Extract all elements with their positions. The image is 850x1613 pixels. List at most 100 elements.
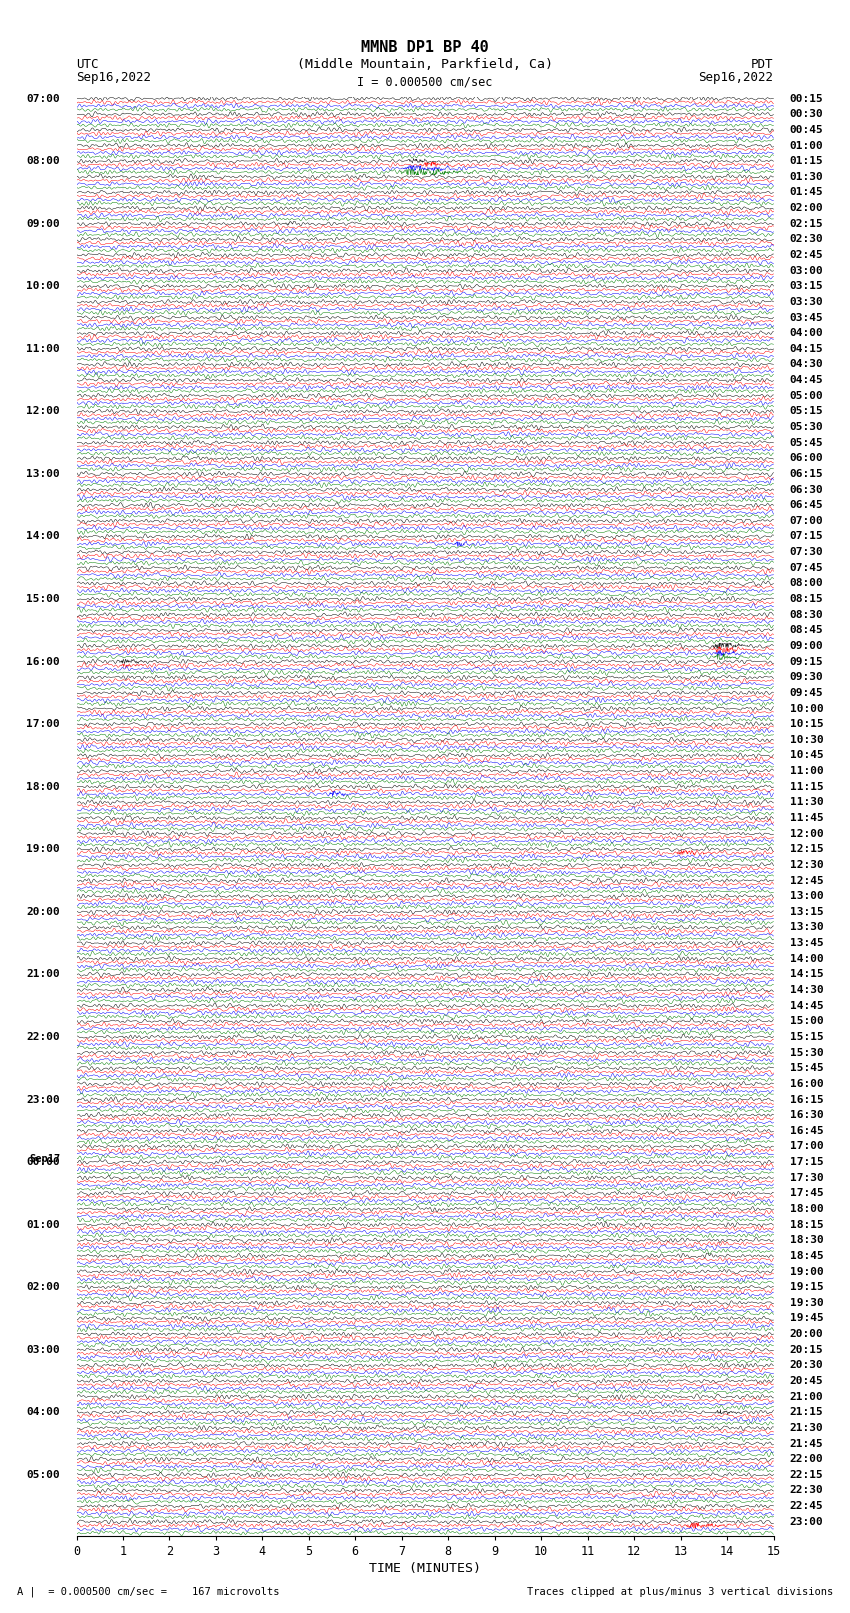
- Text: 12:15: 12:15: [790, 844, 824, 855]
- Text: 11:30: 11:30: [790, 797, 824, 808]
- Text: 06:45: 06:45: [790, 500, 824, 510]
- Text: A |  = 0.000500 cm/sec =    167 microvolts: A | = 0.000500 cm/sec = 167 microvolts: [17, 1586, 280, 1597]
- Text: 05:00: 05:00: [26, 1469, 60, 1479]
- Text: 01:30: 01:30: [790, 173, 824, 182]
- Text: 09:00: 09:00: [26, 219, 60, 229]
- Text: 18:45: 18:45: [790, 1252, 824, 1261]
- Text: 06:30: 06:30: [790, 484, 824, 495]
- Text: 17:00: 17:00: [790, 1142, 824, 1152]
- Text: Sep17: Sep17: [29, 1155, 60, 1165]
- Text: 03:15: 03:15: [790, 281, 824, 292]
- Text: 19:30: 19:30: [790, 1298, 824, 1308]
- Text: 16:30: 16:30: [790, 1110, 824, 1119]
- Text: 08:15: 08:15: [790, 594, 824, 603]
- Text: 00:15: 00:15: [790, 94, 824, 103]
- Text: 05:30: 05:30: [790, 423, 824, 432]
- Text: 13:30: 13:30: [790, 923, 824, 932]
- Text: 11:00: 11:00: [790, 766, 824, 776]
- Text: 11:45: 11:45: [790, 813, 824, 823]
- Text: 10:30: 10:30: [790, 736, 824, 745]
- Text: 02:45: 02:45: [790, 250, 824, 260]
- Text: 04:30: 04:30: [790, 360, 824, 369]
- Text: 03:45: 03:45: [790, 313, 824, 323]
- Text: 07:15: 07:15: [790, 532, 824, 542]
- Text: 09:45: 09:45: [790, 687, 824, 698]
- Text: (Middle Mountain, Parkfield, Ca): (Middle Mountain, Parkfield, Ca): [297, 58, 553, 71]
- Text: 19:45: 19:45: [790, 1313, 824, 1323]
- Text: 22:45: 22:45: [790, 1502, 824, 1511]
- Text: 09:15: 09:15: [790, 656, 824, 666]
- Text: 00:45: 00:45: [790, 124, 824, 135]
- Text: 07:30: 07:30: [790, 547, 824, 556]
- Text: 18:00: 18:00: [790, 1203, 824, 1215]
- Text: 03:00: 03:00: [26, 1345, 60, 1355]
- Text: 19:15: 19:15: [790, 1282, 824, 1292]
- Text: 02:15: 02:15: [790, 219, 824, 229]
- Text: 10:00: 10:00: [26, 281, 60, 292]
- Text: 20:00: 20:00: [26, 907, 60, 916]
- Text: 10:15: 10:15: [790, 719, 824, 729]
- Text: 22:30: 22:30: [790, 1486, 824, 1495]
- Text: 01:45: 01:45: [790, 187, 824, 197]
- Text: 08:00: 08:00: [26, 156, 60, 166]
- Text: MMNB DP1 BP 40: MMNB DP1 BP 40: [361, 40, 489, 55]
- Text: 13:15: 13:15: [790, 907, 824, 916]
- Text: 07:45: 07:45: [790, 563, 824, 573]
- Text: 09:00: 09:00: [790, 640, 824, 652]
- Text: 14:45: 14:45: [790, 1000, 824, 1011]
- Text: 15:00: 15:00: [26, 594, 60, 603]
- Text: 13:45: 13:45: [790, 939, 824, 948]
- Text: 00:30: 00:30: [790, 110, 824, 119]
- Text: 10:45: 10:45: [790, 750, 824, 760]
- Text: 15:45: 15:45: [790, 1063, 824, 1073]
- Text: 16:00: 16:00: [26, 656, 60, 666]
- Text: 14:00: 14:00: [26, 532, 60, 542]
- Text: 21:45: 21:45: [790, 1439, 824, 1448]
- Text: 16:15: 16:15: [790, 1095, 824, 1105]
- Text: 17:30: 17:30: [790, 1173, 824, 1182]
- Text: 21:00: 21:00: [26, 969, 60, 979]
- Text: 23:00: 23:00: [790, 1516, 824, 1528]
- Text: 12:45: 12:45: [790, 876, 824, 886]
- Text: 05:15: 05:15: [790, 406, 824, 416]
- Text: 13:00: 13:00: [26, 469, 60, 479]
- Text: 21:30: 21:30: [790, 1423, 824, 1432]
- Text: 19:00: 19:00: [26, 844, 60, 855]
- Text: 05:45: 05:45: [790, 437, 824, 448]
- Text: 20:00: 20:00: [790, 1329, 824, 1339]
- Text: 22:00: 22:00: [790, 1455, 824, 1465]
- Text: 03:30: 03:30: [790, 297, 824, 306]
- Text: 03:00: 03:00: [790, 266, 824, 276]
- Text: 18:30: 18:30: [790, 1236, 824, 1245]
- Text: Sep16,2022: Sep16,2022: [699, 71, 774, 84]
- Text: Sep16,2022: Sep16,2022: [76, 71, 151, 84]
- Text: 13:00: 13:00: [790, 892, 824, 902]
- Text: 04:00: 04:00: [790, 327, 824, 339]
- Text: 05:00: 05:00: [790, 390, 824, 400]
- Text: 20:45: 20:45: [790, 1376, 824, 1386]
- Text: 06:15: 06:15: [790, 469, 824, 479]
- Text: 08:30: 08:30: [790, 610, 824, 619]
- Text: 21:15: 21:15: [790, 1407, 824, 1418]
- Text: 17:45: 17:45: [790, 1189, 824, 1198]
- Text: 20:30: 20:30: [790, 1360, 824, 1371]
- Text: 12:00: 12:00: [26, 406, 60, 416]
- Text: 09:30: 09:30: [790, 673, 824, 682]
- Text: 15:15: 15:15: [790, 1032, 824, 1042]
- Text: 04:15: 04:15: [790, 344, 824, 353]
- Text: 14:15: 14:15: [790, 969, 824, 979]
- Text: 04:00: 04:00: [26, 1407, 60, 1418]
- Text: 14:00: 14:00: [790, 953, 824, 963]
- Text: 12:00: 12:00: [790, 829, 824, 839]
- Text: 14:30: 14:30: [790, 986, 824, 995]
- Text: 19:00: 19:00: [790, 1266, 824, 1276]
- Text: 08:00: 08:00: [790, 579, 824, 589]
- Text: 22:00: 22:00: [26, 1032, 60, 1042]
- Text: 16:00: 16:00: [790, 1079, 824, 1089]
- Text: 02:00: 02:00: [790, 203, 824, 213]
- Text: UTC: UTC: [76, 58, 99, 71]
- Text: 18:15: 18:15: [790, 1219, 824, 1229]
- Text: 07:00: 07:00: [26, 94, 60, 103]
- Text: 16:45: 16:45: [790, 1126, 824, 1136]
- Text: 11:15: 11:15: [790, 782, 824, 792]
